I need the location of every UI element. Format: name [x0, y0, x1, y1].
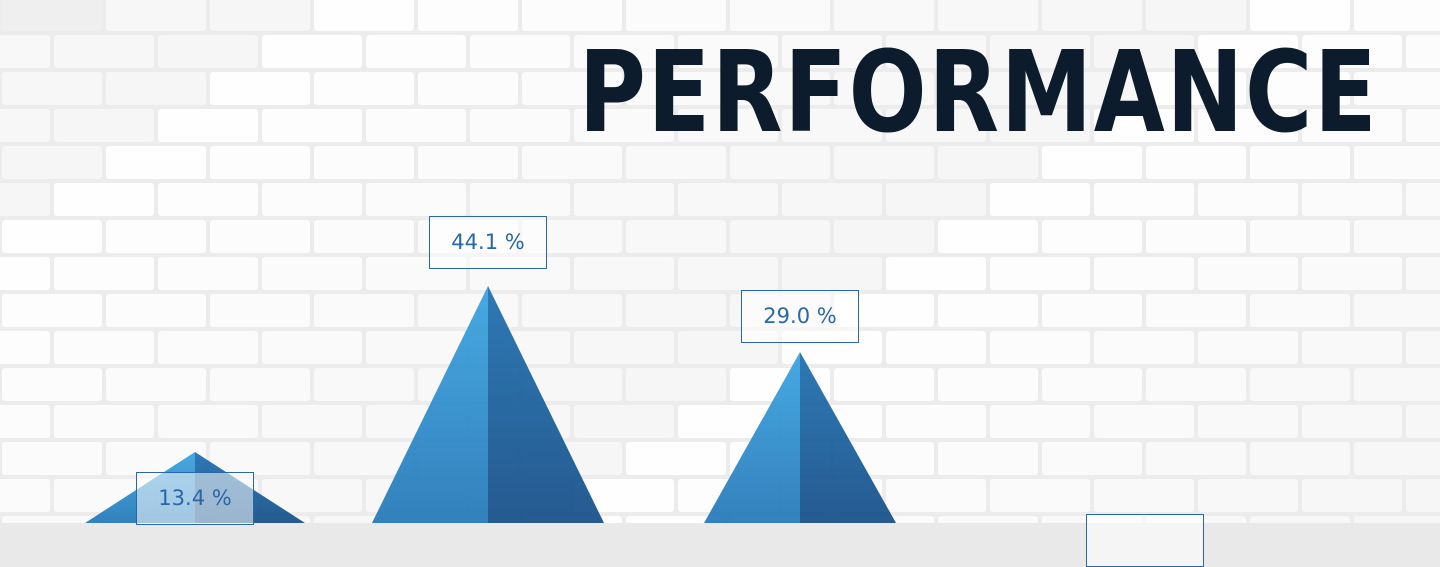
chart-title: PERFORMANCE — [578, 28, 1378, 158]
triangle-bar-right-face — [800, 352, 896, 523]
triangle-bar-left-face — [704, 352, 800, 523]
pyramid-chart — [85, 286, 896, 523]
value-label: 29.0 % — [741, 290, 859, 343]
brick-wall-background — [0, 0, 1440, 523]
value-label: 13.4 % — [136, 472, 254, 525]
triangle-bar-left-face — [372, 286, 488, 523]
value-label: 44.1 % — [429, 216, 547, 269]
value-label — [1086, 514, 1204, 567]
triangle-bar-right-face — [488, 286, 604, 523]
